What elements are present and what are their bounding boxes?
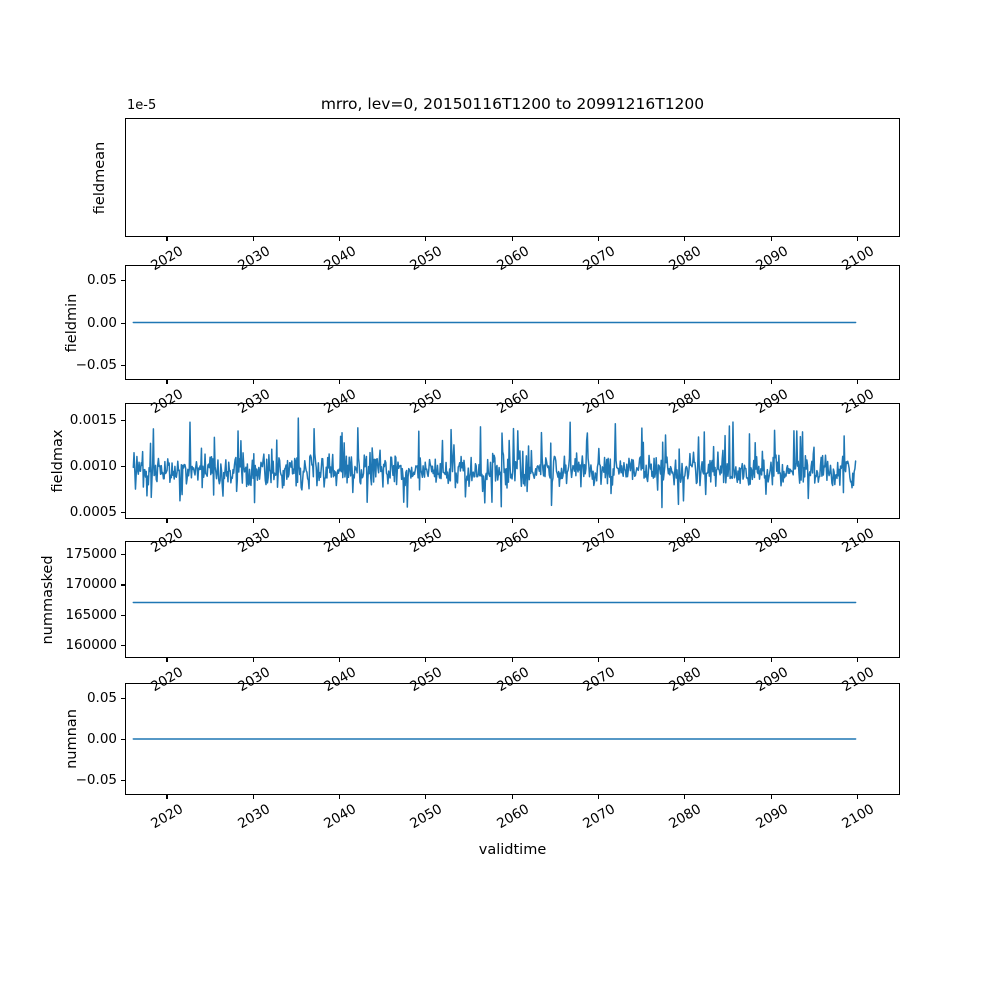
xtick-mark-fieldmin-2 xyxy=(339,380,341,384)
ytick-label-numnan-1: 0.00 xyxy=(86,731,117,747)
xtick-mark-fieldmax-7 xyxy=(770,519,772,523)
ytick-label-fieldmin-1: 0.00 xyxy=(86,314,117,331)
series-fieldmean xyxy=(126,119,899,236)
xtick-mark-fieldmean-8 xyxy=(856,237,858,241)
xtick-mark-fieldmean-5 xyxy=(597,237,600,241)
xtick-mark-nummasked-6 xyxy=(684,658,686,662)
xtick-mark-fieldmax-8 xyxy=(856,519,858,523)
plot-panel-numnan xyxy=(125,683,900,795)
figure-title: mrro, lev=0, 20150116T1200 to 20991216T1… xyxy=(320,95,705,113)
xtick-mark-nummasked-3 xyxy=(425,658,427,662)
xtick-mark-numnan-0 xyxy=(166,795,168,799)
xtick-mark-fieldmax-3 xyxy=(425,519,427,523)
xtick-mark-nummasked-5 xyxy=(597,658,600,662)
xtick-mark-nummasked-8 xyxy=(856,658,858,662)
xtick-mark-fieldmin-7 xyxy=(770,380,772,384)
xtick-mark-nummasked-1 xyxy=(252,658,254,662)
data-line xyxy=(132,417,857,509)
xtick-mark-fieldmin-4 xyxy=(511,380,513,384)
xtick-mark-numnan-1 xyxy=(252,795,254,799)
series-fieldmin xyxy=(132,321,857,324)
ytick-label-nummasked-0: 160000 xyxy=(65,636,117,653)
xtick-mark-numnan-2 xyxy=(339,795,341,799)
ytick-mark-fieldmin-0 xyxy=(121,364,125,366)
xtick-mark-numnan-5 xyxy=(597,795,600,799)
ytick-mark-numnan-1 xyxy=(121,739,125,741)
plot-panel-nummasked xyxy=(125,541,900,658)
xtick-mark-fieldmax-2 xyxy=(339,519,341,523)
plot-panel-fieldmean xyxy=(125,118,900,237)
ytick-mark-numnan-0 xyxy=(121,780,125,782)
xtick-mark-fieldmax-0 xyxy=(166,519,168,523)
ytick-mark-nummasked-1 xyxy=(121,614,125,616)
xtick-mark-numnan-4 xyxy=(511,795,513,799)
ytick-mark-fieldmax-2 xyxy=(121,419,125,421)
y-offset-text-fieldmean: 1e-5 xyxy=(127,98,157,113)
ytick-label-fieldmax-2: 0.0015 xyxy=(69,411,117,428)
plot-panel-fieldmin xyxy=(125,265,900,380)
xtick-mark-nummasked-0 xyxy=(166,658,168,662)
series-fieldmax xyxy=(132,417,857,509)
y-axis-label-fieldmean: fieldmean xyxy=(92,141,108,214)
ytick-mark-fieldmax-0 xyxy=(121,511,125,513)
series-nummasked xyxy=(132,601,857,604)
xtick-mark-fieldmean-7 xyxy=(770,237,772,241)
y-axis-label-fieldmax: fieldmax xyxy=(50,429,66,493)
ytick-label-nummasked-2: 170000 xyxy=(65,576,117,593)
xtick-mark-fieldmean-2 xyxy=(339,237,341,241)
xtick-mark-fieldmin-0 xyxy=(166,380,168,384)
ytick-label-fieldmin-0: −0.05 xyxy=(75,356,117,373)
y-axis-label-numnan: numnan xyxy=(64,709,80,769)
xtick-mark-fieldmin-1 xyxy=(252,380,254,384)
ytick-mark-nummasked-3 xyxy=(121,554,125,556)
xtick-mark-fieldmax-6 xyxy=(684,519,686,523)
xtick-mark-fieldmin-8 xyxy=(856,380,858,384)
ytick-mark-fieldmin-2 xyxy=(121,280,125,282)
ytick-mark-numnan-2 xyxy=(121,697,125,699)
xtick-mark-fieldmean-4 xyxy=(511,237,513,241)
ytick-mark-fieldmax-1 xyxy=(121,465,125,467)
ytick-label-fieldmax-0: 0.0005 xyxy=(69,503,117,520)
y-axis-label-nummasked: nummasked xyxy=(40,554,56,645)
xtick-mark-fieldmean-6 xyxy=(684,237,686,241)
xtick-mark-nummasked-4 xyxy=(511,658,513,662)
series-numnan xyxy=(132,738,857,740)
ytick-label-numnan-0: −0.05 xyxy=(75,772,117,789)
xtick-mark-numnan-8 xyxy=(856,795,858,799)
xtick-mark-fieldmean-0 xyxy=(166,237,168,241)
plot-panel-fieldmax xyxy=(125,403,900,519)
xtick-mark-fieldmin-5 xyxy=(597,380,600,384)
ytick-label-numnan-2: 0.05 xyxy=(86,689,117,706)
ytick-mark-nummasked-0 xyxy=(121,644,125,646)
ytick-mark-fieldmin-1 xyxy=(121,322,125,324)
xtick-mark-fieldmin-6 xyxy=(684,380,686,384)
ytick-label-nummasked-1: 165000 xyxy=(65,606,117,623)
y-axis-label-fieldmin: fieldmin xyxy=(64,293,80,352)
ytick-mark-nummasked-2 xyxy=(121,584,125,586)
xtick-mark-fieldmax-5 xyxy=(597,519,600,523)
xtick-mark-fieldmean-1 xyxy=(252,237,254,241)
ytick-label-fieldmax-1: 0.0010 xyxy=(69,457,117,474)
xtick-mark-nummasked-7 xyxy=(770,658,772,662)
xtick-mark-numnan-3 xyxy=(425,795,427,799)
xtick-mark-nummasked-2 xyxy=(339,658,341,662)
xtick-mark-fieldmax-1 xyxy=(252,519,254,523)
xtick-mark-fieldmean-3 xyxy=(425,237,427,241)
xtick-mark-fieldmax-4 xyxy=(511,519,513,523)
ytick-label-nummasked-3: 175000 xyxy=(65,546,117,563)
xtick-mark-numnan-7 xyxy=(770,795,772,799)
ytick-label-fieldmin-2: 0.05 xyxy=(86,272,117,289)
xtick-mark-numnan-6 xyxy=(684,795,686,799)
xtick-mark-fieldmin-3 xyxy=(425,380,427,384)
x-axis-label: validtime xyxy=(478,842,547,858)
